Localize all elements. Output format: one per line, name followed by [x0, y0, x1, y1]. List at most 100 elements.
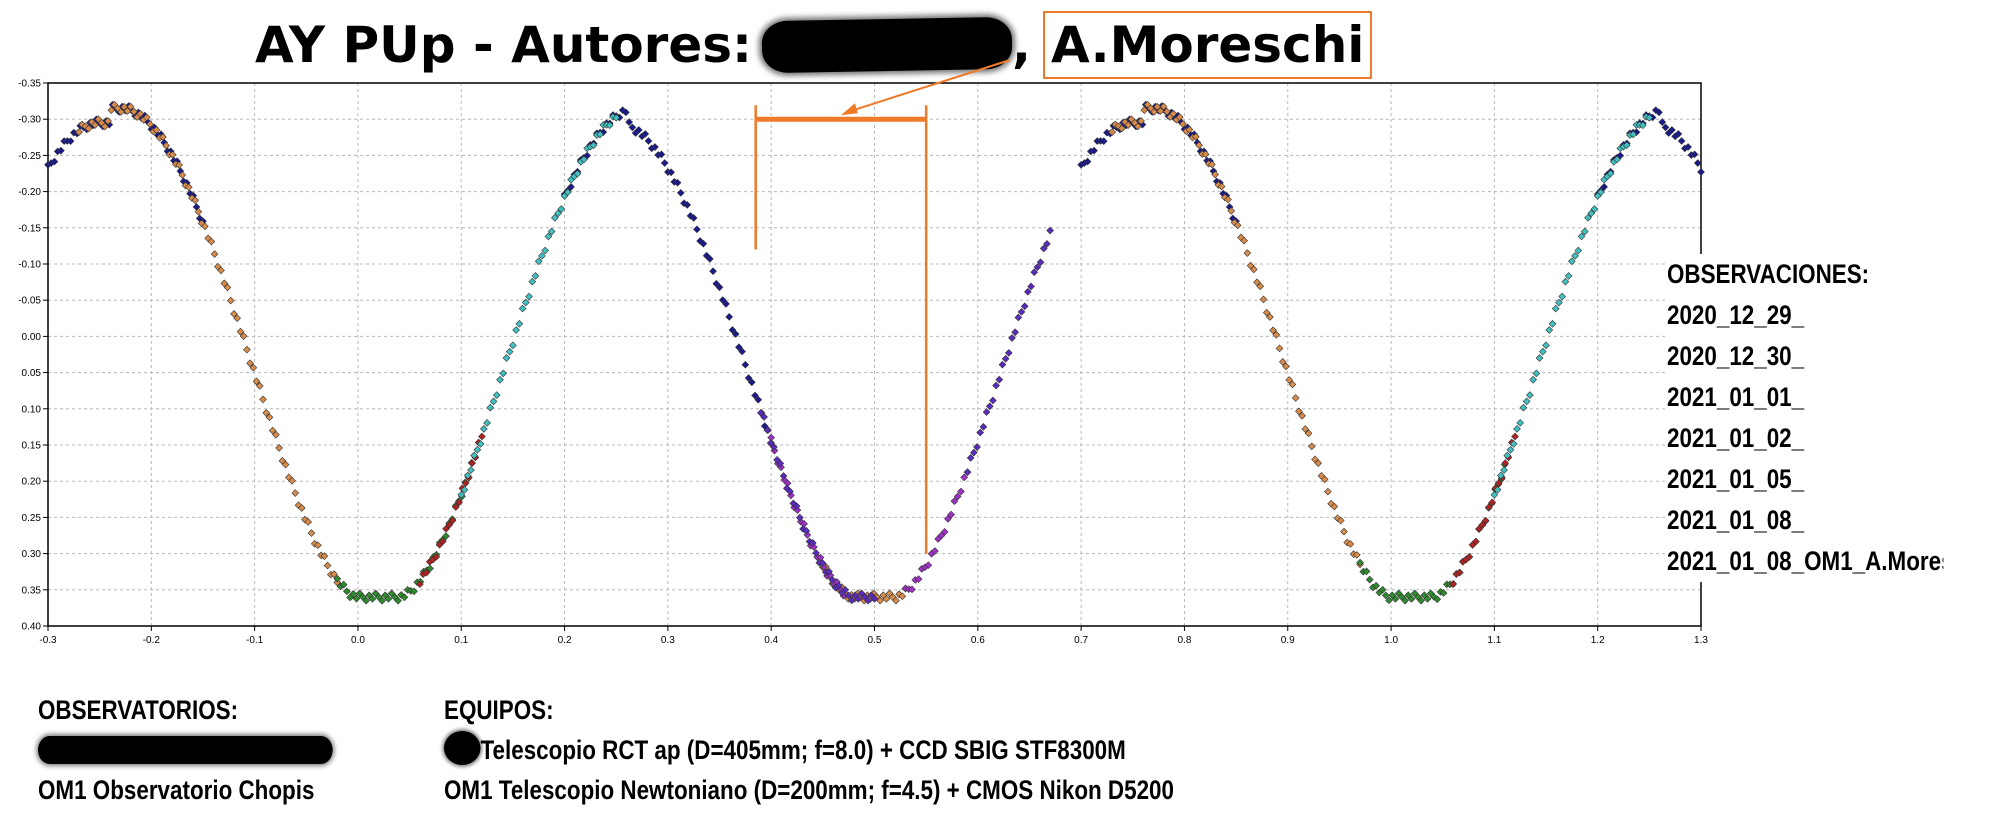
data-point [870, 595, 879, 603]
data-point [255, 382, 264, 390]
x-tick-label: 0.1 [454, 635, 468, 646]
data-point [1340, 527, 1348, 536]
y-tick-label: 0.05 [22, 368, 42, 379]
data-point [422, 568, 431, 577]
data-point [210, 250, 219, 258]
data-point [230, 310, 238, 318]
data-point [1526, 391, 1534, 399]
data-point [1661, 123, 1670, 132]
data-point [201, 222, 209, 231]
data-point [960, 473, 969, 482]
data-point [368, 595, 377, 603]
data-point [1156, 107, 1165, 115]
data-point [605, 121, 614, 130]
data-point [1509, 440, 1518, 448]
data-point [1169, 109, 1178, 118]
data-point [1677, 137, 1686, 145]
data-point [265, 413, 274, 422]
data-point [1423, 595, 1432, 603]
data-point [1674, 130, 1683, 138]
data-point [460, 485, 469, 494]
data-point [544, 232, 553, 241]
data-point [1613, 155, 1621, 164]
data-point [673, 178, 682, 187]
data-point [1606, 169, 1615, 178]
data-point [521, 298, 530, 307]
observatorios-heading: OBSERVATORIOS: [38, 695, 239, 725]
data-point [1020, 302, 1029, 311]
data-point [864, 596, 872, 605]
data-point [1330, 502, 1339, 511]
data-point [483, 418, 491, 427]
redacted-observatory [38, 736, 333, 764]
data-point [567, 183, 575, 191]
data-point [1036, 258, 1045, 267]
data-point [1465, 553, 1474, 561]
data-point [184, 183, 193, 191]
y-tick-label: 0.10 [22, 404, 42, 415]
data-point [489, 397, 498, 406]
data-point [792, 502, 801, 510]
data-point [1532, 369, 1541, 378]
data-point [1324, 487, 1332, 496]
data-point [940, 528, 949, 536]
data-point [982, 408, 991, 416]
data-point [262, 409, 271, 417]
data-point [528, 277, 537, 286]
data-point [1262, 308, 1271, 317]
data-point [107, 106, 116, 114]
data-point [1597, 188, 1605, 197]
data-point [847, 596, 856, 605]
data-point [1668, 126, 1676, 134]
data-point [1301, 425, 1310, 433]
data-point [1195, 141, 1203, 150]
data-point [1503, 451, 1512, 460]
data-point [841, 586, 850, 594]
data-point [162, 141, 170, 150]
data-point [1259, 295, 1268, 304]
data-point [1288, 380, 1297, 389]
data-point [1381, 591, 1390, 600]
data-point [1697, 168, 1705, 176]
equipos-block: EQUIPOS: Telescopio RCT ap (D=405mm; f=8… [444, 690, 1174, 810]
data-point [944, 515, 952, 523]
data-point [1353, 551, 1361, 559]
data-point [432, 553, 441, 561]
observatory-om1: OM1 Observatorio Chopis [38, 775, 315, 805]
data-point [1655, 108, 1663, 117]
y-tick-label: -0.05 [18, 296, 41, 307]
y-tick-label: -0.25 [18, 151, 41, 162]
data-point [1548, 319, 1557, 328]
y-tick-label: 0.35 [22, 585, 42, 596]
data-point [1535, 354, 1544, 362]
data-point [394, 596, 402, 605]
data-point [1014, 313, 1023, 322]
data-point [1378, 585, 1387, 594]
data-point [644, 137, 653, 145]
data-point [1478, 521, 1487, 529]
data-point [1481, 516, 1490, 525]
y-tick-label: 0.20 [22, 477, 42, 488]
data-point [57, 146, 65, 155]
data-point [1201, 150, 1210, 159]
data-point [1455, 568, 1464, 577]
data-point [1538, 347, 1547, 356]
data-point [1307, 442, 1316, 451]
data-point [307, 529, 316, 537]
title-separator: , [1012, 16, 1031, 74]
data-point [442, 532, 450, 540]
data-point [1314, 459, 1323, 467]
observaciones-panel: OBSERVACIONES: 2020_12_29_ 2020_12_30_ 2… [1667, 254, 1944, 582]
data-point [1192, 132, 1200, 141]
data-point [950, 497, 959, 505]
data-point [272, 430, 280, 439]
x-tick-label: 0.6 [971, 635, 985, 646]
data-point [963, 468, 972, 476]
data-point [1488, 498, 1497, 507]
y-tick-label: 0.25 [22, 513, 42, 524]
data-point [1278, 358, 1287, 366]
data-point [786, 487, 794, 496]
data-point [304, 518, 313, 526]
data-point [557, 205, 566, 213]
